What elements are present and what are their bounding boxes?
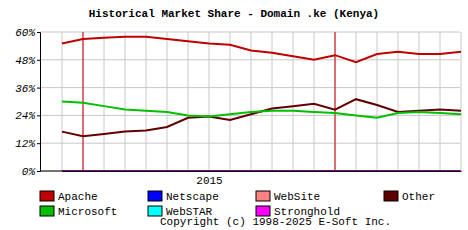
grid-line <box>461 32 462 171</box>
y-tick: 48% <box>15 55 40 67</box>
x-axis: 2015 <box>63 171 462 187</box>
grid-line <box>40 32 460 33</box>
series-line <box>62 170 461 172</box>
series-line <box>62 99 461 136</box>
grid-line <box>209 32 210 171</box>
series-line <box>62 170 461 172</box>
grid-line <box>440 32 441 171</box>
y-tick-label: 60% <box>15 27 36 39</box>
y-tick-mark <box>37 143 40 144</box>
legend-swatch <box>256 191 270 201</box>
legend: ApacheNetscapeWebSiteOtherMicrosoftWebST… <box>40 191 435 218</box>
grid-line <box>335 32 336 171</box>
grid-line <box>125 32 126 171</box>
y-tick: 36% <box>15 83 40 95</box>
y-tick-mark <box>37 115 40 116</box>
y-tick-label: 48% <box>15 55 36 67</box>
series-line <box>62 170 461 172</box>
x-tick: 2015 <box>196 171 222 187</box>
legend-item: Netscape <box>148 191 219 203</box>
grid-line <box>146 32 147 171</box>
legend-swatch <box>384 191 398 201</box>
legend-label: Apache <box>58 191 98 203</box>
grid-line <box>230 32 231 171</box>
grid-line <box>40 87 460 88</box>
series-line <box>62 102 461 118</box>
y-tick-mark <box>37 32 40 33</box>
grid-line <box>419 32 420 171</box>
y-tick: 24% <box>15 110 40 122</box>
y-tick-mark <box>37 88 40 89</box>
legend-label: Netscape <box>166 191 219 203</box>
grid <box>40 32 461 171</box>
y-tick-label: 12% <box>15 138 36 150</box>
grid-line <box>83 32 84 171</box>
chart: Historical Market Share - Domain .ke (Ke… <box>0 0 468 230</box>
legend-swatch <box>40 206 54 216</box>
legend-item: Microsoft <box>40 206 117 218</box>
annotation: Copyright (c) 1998-2025 E-Soft Inc. <box>160 216 391 228</box>
y-tick-mark <box>37 60 40 61</box>
legend-label: Microsoft <box>58 206 117 218</box>
grid-line <box>356 32 357 171</box>
grid-line <box>251 32 252 171</box>
legend-label: WebSite <box>274 191 320 203</box>
legend-swatch <box>256 206 270 216</box>
grid-line <box>188 32 189 171</box>
x-tick-label: 2015 <box>196 175 222 187</box>
y-tick-label: 0% <box>22 166 37 178</box>
legend-swatch <box>148 191 162 201</box>
y-axis-line <box>37 33 41 172</box>
grid-line <box>377 32 378 171</box>
legend-swatch <box>148 206 162 216</box>
y-tick-mark <box>37 171 40 172</box>
y-tick: 12% <box>15 138 40 150</box>
y-tick-label: 24% <box>15 110 36 122</box>
lines <box>62 37 461 171</box>
y-tick: 0% <box>22 166 40 178</box>
y-tick: 60% <box>15 27 40 39</box>
grid-line <box>398 32 399 171</box>
series-line <box>62 37 461 62</box>
grid-line <box>40 143 460 144</box>
grid-line <box>293 32 294 171</box>
year-dividers <box>83 32 335 171</box>
title: Historical Market Share - Domain .ke (Ke… <box>89 8 379 20</box>
grid-line <box>104 32 105 171</box>
x-axis-line <box>63 171 462 172</box>
y-tick-label: 36% <box>15 83 36 95</box>
series-line <box>62 170 461 172</box>
legend-item: Other <box>384 191 435 203</box>
grid-line <box>167 32 168 171</box>
y-axis: 0% 12% 24% 36% 48% 60% <box>15 27 40 178</box>
grid-line <box>40 59 460 60</box>
legend-item: Apache <box>40 191 98 203</box>
legend-item: WebSite <box>256 191 320 203</box>
year-divider <box>83 32 84 171</box>
legend-swatch <box>40 191 54 201</box>
year-divider <box>335 32 336 171</box>
grid-line <box>314 32 315 171</box>
legend-label: Other <box>402 191 435 203</box>
